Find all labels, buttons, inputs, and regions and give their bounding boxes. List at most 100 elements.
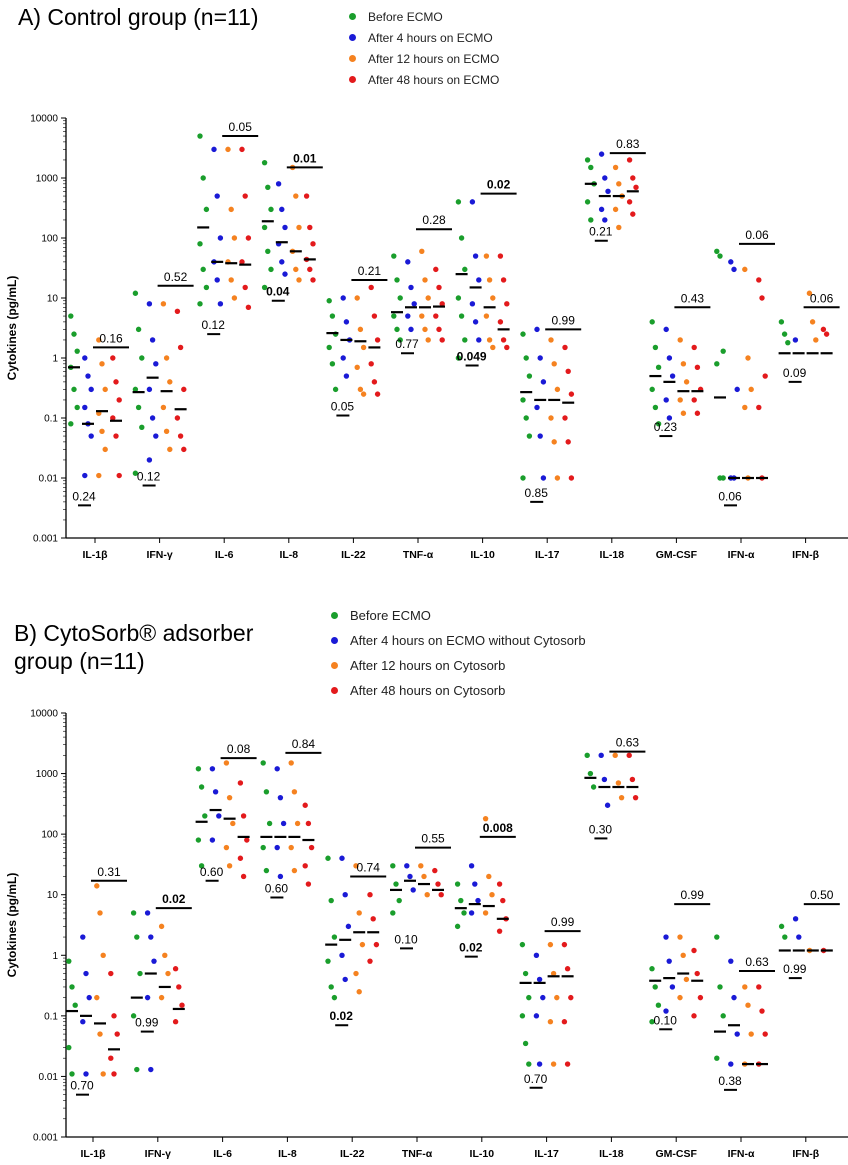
data-point [134, 934, 140, 940]
p-value-label: 0.70 [524, 1072, 548, 1086]
data-point [551, 361, 557, 367]
data-point [745, 1002, 751, 1008]
data-point [626, 752, 632, 759]
data-point [102, 386, 108, 393]
data-point [396, 897, 402, 904]
data-point [331, 994, 338, 1001]
p-value-label: 0.10 [394, 932, 418, 946]
x-tick-label: IFN-γ [145, 1148, 171, 1160]
p-value-label: 0.02 [459, 941, 483, 955]
panel-b-legend: Before ECMO After 4 hours on ECMO withou… [331, 603, 586, 703]
p-value-label: 0.008 [483, 821, 513, 835]
data-point [149, 415, 156, 421]
data-point [548, 415, 554, 421]
data-point [94, 994, 100, 1001]
data-point [261, 284, 268, 291]
data-point [458, 235, 465, 241]
x-tick-label: TNF-α [402, 1148, 433, 1160]
data-point [132, 386, 139, 393]
p-value-label: 0.60 [200, 865, 224, 879]
y-tick-label: 100 [41, 830, 58, 841]
data-point [588, 217, 594, 223]
y-tick-label: 0.1 [44, 414, 58, 425]
data-point [391, 253, 397, 259]
data-point [629, 776, 636, 783]
data-point [519, 1013, 526, 1019]
legend-item-after-12h: After 12 hours on ECMO [349, 48, 499, 69]
data-point [69, 1071, 75, 1077]
data-point [244, 837, 250, 843]
data-point [82, 472, 88, 479]
y-axis-title: Cytokines (pg/mL) [5, 873, 19, 978]
legend-label: After 48 hours on ECMO [368, 72, 500, 87]
data-point [268, 266, 274, 273]
data-point [554, 994, 560, 1001]
p-value-label: 0.08 [227, 742, 251, 756]
data-point [356, 910, 362, 916]
data-point [806, 290, 813, 296]
data-point [534, 404, 540, 411]
x-tick-label: IL-18 [599, 1148, 624, 1160]
data-point [458, 897, 464, 904]
data-point [197, 241, 203, 247]
x-tick-label: IL-8 [278, 1148, 297, 1160]
data-point [99, 428, 105, 435]
data-point [433, 313, 439, 319]
data-point [277, 873, 284, 880]
data-point [391, 313, 397, 319]
data-point [116, 472, 122, 479]
data-point [813, 337, 819, 343]
data-point [436, 326, 442, 333]
data-point [263, 789, 270, 795]
data-point [245, 304, 252, 310]
data-point [410, 887, 416, 893]
data-point [225, 146, 231, 153]
data-point [537, 433, 543, 439]
data-point [307, 224, 313, 231]
data-point [177, 433, 184, 439]
data-point [326, 298, 332, 304]
data-point [111, 1013, 117, 1019]
data-point [102, 446, 108, 453]
data-point [135, 404, 142, 411]
data-point [165, 970, 171, 977]
data-point [565, 368, 571, 375]
data-point [339, 952, 345, 958]
data-point [274, 844, 280, 851]
data-point [533, 1013, 540, 1019]
data-point [332, 386, 339, 393]
data-point [483, 313, 490, 319]
data-point [174, 415, 181, 421]
data-point [353, 863, 359, 869]
p-value-label: 0.60 [265, 881, 289, 895]
data-point [130, 910, 137, 916]
data-point [265, 184, 271, 190]
data-point [778, 319, 785, 325]
data-point [785, 339, 791, 346]
data-point [439, 337, 445, 343]
data-point [367, 892, 373, 898]
data-point [680, 952, 686, 958]
p-value-label: 0.05 [331, 400, 355, 414]
y-tick-label: 1000 [36, 174, 59, 185]
data-point [562, 344, 568, 351]
data-point [148, 934, 154, 940]
data-point [778, 923, 785, 930]
data-point [602, 217, 608, 223]
data-point [587, 770, 594, 777]
data-point [547, 1019, 554, 1025]
data-point [422, 277, 428, 283]
data-point [294, 820, 301, 827]
data-point [325, 958, 331, 964]
data-point [200, 175, 206, 181]
p-value-label: 0.04 [266, 285, 290, 299]
data-point [240, 873, 247, 880]
data-point [158, 994, 165, 1001]
data-point [96, 472, 102, 479]
data-point [663, 397, 669, 403]
data-point [88, 386, 94, 393]
y-tick-label: 100 [41, 234, 58, 245]
data-point [669, 984, 676, 990]
data-point [80, 934, 86, 940]
legend-item-before-ecmo: Before ECMO [331, 603, 586, 628]
